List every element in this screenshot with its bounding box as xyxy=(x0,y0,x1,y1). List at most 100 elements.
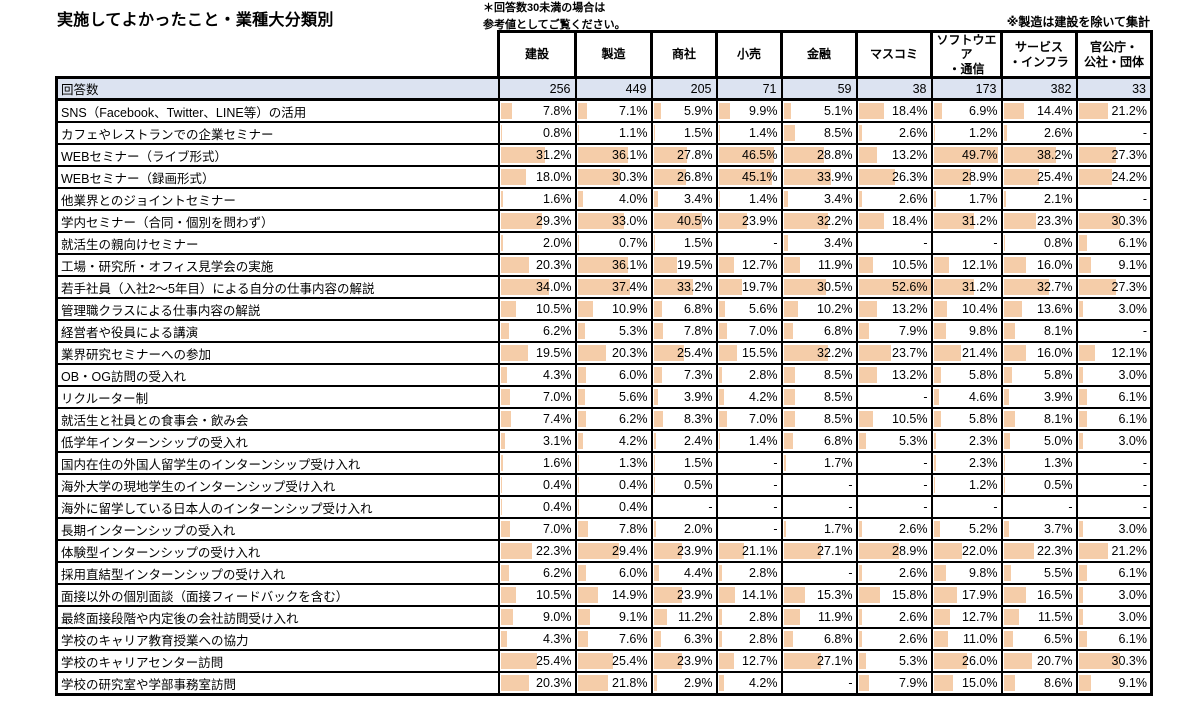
percent-cell-content: - xyxy=(654,498,715,516)
data-bar xyxy=(653,213,702,230)
percent-cell: 6.1% xyxy=(1075,407,1153,432)
data-bar xyxy=(653,367,663,384)
percent-cell-content: 1.6% xyxy=(500,190,574,208)
percent-cell-content: 4.6% xyxy=(933,388,1000,406)
percent-cell: 5.2% xyxy=(930,517,1003,542)
percent-cell-content: 8.6% xyxy=(1003,674,1075,692)
data-bar xyxy=(718,631,722,648)
activity-row: リクルーター制 7.0% 5.6% 3.9% 4.2% 8.5% - 4.6% 3.9% 6.1% xyxy=(55,385,1153,410)
percent-cell-content: 11.0% xyxy=(933,630,1000,648)
percent-cell: 13.2% xyxy=(855,143,933,168)
percent-cell: 7.0% xyxy=(715,407,783,432)
percent-value: 0.8% xyxy=(1044,236,1073,251)
percent-cell-content: 1.2% xyxy=(933,124,1000,142)
activity-row: 学内セミナー（合同・個別を問わず） 29.3% 33.0% 40.5% 23.9% 32.… xyxy=(55,209,1153,234)
activity-label-cell: 採用直結型インターンシップの受け入れ xyxy=(55,561,500,586)
percent-cell-content: 4.3% xyxy=(500,630,574,648)
percent-value: 11.9% xyxy=(817,610,853,625)
percent-cell: - xyxy=(1000,495,1078,520)
data-bar xyxy=(1078,301,1083,318)
percent-value: 0.4% xyxy=(619,478,648,493)
percent-cell: - xyxy=(780,495,858,520)
percent-cell: 25.4% xyxy=(574,649,653,674)
data-bar xyxy=(783,191,789,208)
percent-cell: 1.6% xyxy=(497,451,577,476)
percent-cell-content: 45.1% xyxy=(718,168,780,186)
percent-cell-content: 14.9% xyxy=(577,586,650,604)
percent-cell: - xyxy=(715,451,783,476)
data-bar xyxy=(933,565,947,582)
percent-cell-content: 6.8% xyxy=(783,432,855,450)
percent-cell-content: 2.6% xyxy=(858,564,930,582)
data-bar xyxy=(718,191,721,208)
data-bar xyxy=(500,125,502,142)
table-body: 回答数 256 449 205 71 59 38 173 382 33 SNS（Facebook、T… xyxy=(55,76,1153,697)
percent-value: 11.9% xyxy=(817,258,853,273)
data-bar xyxy=(577,587,599,604)
percent-cell-content: 7.8% xyxy=(577,520,650,538)
percent-cell-content: 52.6% xyxy=(858,278,930,296)
percent-cell-content: 5.9% xyxy=(653,102,715,121)
percent-cell: 8.6% xyxy=(1000,671,1078,697)
percent-cell: 5.3% xyxy=(855,429,933,454)
percent-cell: 14.4% xyxy=(1000,98,1078,124)
percent-cell: 2.1% xyxy=(1000,187,1078,212)
percent-cell: 1.6% xyxy=(497,187,577,212)
data-bar xyxy=(933,125,936,142)
data-bar xyxy=(858,565,863,582)
percent-cell-content: 8.5% xyxy=(783,124,855,142)
data-bar xyxy=(577,367,586,384)
percent-cell-content: 3.4% xyxy=(783,234,855,252)
data-bar xyxy=(1003,521,1009,538)
percent-cell-content: 7.0% xyxy=(500,388,574,406)
percent-cell: 10.5% xyxy=(497,583,577,608)
percent-cell-content: 7.0% xyxy=(500,520,574,538)
percent-cell-content: 9.1% xyxy=(577,608,650,626)
percent-value: 12.7% xyxy=(962,610,998,625)
percent-cell-content: 10.4% xyxy=(933,300,1000,318)
activity-row: WEBセミナー（録画形式） 18.0% 30.3% 26.8% 45.1% 33.9% 26… xyxy=(55,165,1153,190)
percent-value: 12.7% xyxy=(742,654,778,669)
percent-cell: 5.5% xyxy=(1000,561,1078,586)
data-bar xyxy=(858,279,930,296)
industry-column-header: ソフトウエア・通信 xyxy=(930,29,1003,80)
data-bar xyxy=(577,411,587,428)
data-bar xyxy=(718,389,724,406)
percent-value: 28.9% xyxy=(892,544,928,559)
percent-cell: 8.5% xyxy=(780,385,858,410)
percent-cell-content: 25.4% xyxy=(577,652,650,670)
percent-value: 1.7% xyxy=(824,456,853,471)
data-bar xyxy=(1003,455,1006,472)
activity-label-cell: 若手社員（入社2～5年目）による自分の仕事内容の解説 xyxy=(55,275,500,300)
percent-cell: 27.3% xyxy=(1075,143,1153,168)
data-bar xyxy=(783,147,824,164)
percent-cell-content: - xyxy=(859,234,930,252)
activity-row: 他業界とのジョイントセミナー 1.6% 4.0% 3.4% 1.4% 3.4% 2.6% 1.… xyxy=(55,187,1153,212)
percent-cell: 2.0% xyxy=(650,517,718,542)
percent-cell: - xyxy=(855,495,933,520)
percent-cell: 0.7% xyxy=(574,231,653,256)
percent-value: 2.8% xyxy=(749,610,778,625)
data-bar xyxy=(653,565,659,582)
percent-cell: 23.7% xyxy=(855,341,933,366)
percent-cell: - xyxy=(650,495,718,520)
activity-label-cell: 海外に留学している日本人のインターンシップ受け入れ xyxy=(55,495,500,520)
percent-value: 0.5% xyxy=(1044,478,1073,493)
percent-value: - xyxy=(993,500,998,515)
data-bar xyxy=(783,543,822,560)
percent-cell: 5.3% xyxy=(574,319,653,344)
percent-cell-content: 15.8% xyxy=(858,586,930,604)
data-bar xyxy=(1003,345,1026,362)
data-bar xyxy=(858,675,870,692)
data-bar xyxy=(933,147,998,164)
data-bar xyxy=(1078,345,1096,362)
percent-cell-content: 7.8% xyxy=(500,102,574,121)
percent-cell: 5.0% xyxy=(1000,429,1078,454)
percent-cell-content: 28.9% xyxy=(858,542,930,560)
percent-cell: 2.6% xyxy=(855,561,933,586)
percent-value: 34.0% xyxy=(536,280,572,295)
percent-cell-content: 8.1% xyxy=(1003,322,1075,340)
percent-cell: 32.7% xyxy=(1000,275,1078,300)
percent-value: 10.4% xyxy=(962,302,998,317)
data-bar xyxy=(1003,235,1005,252)
